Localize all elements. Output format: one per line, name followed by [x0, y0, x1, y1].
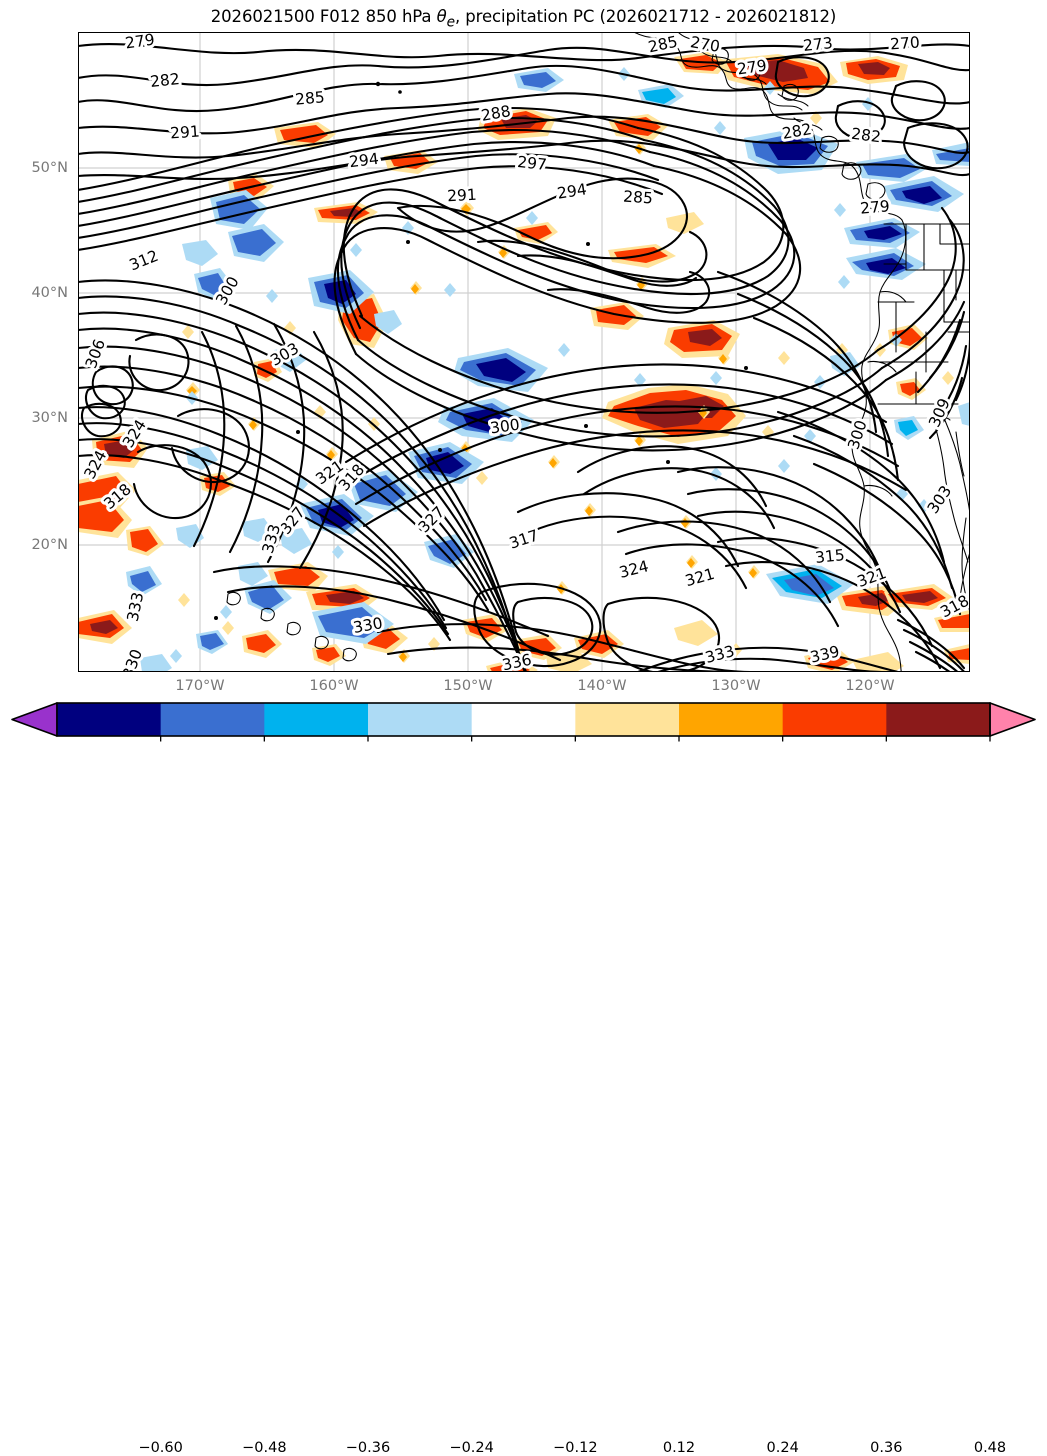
precip-negative-patches	[126, 67, 970, 672]
contour-label: 282	[781, 120, 813, 143]
colorbar-extend-max	[989, 702, 1036, 737]
colorbar-tick-label: 0.12	[662, 1440, 696, 1456]
lon-tick-label: 140°W	[577, 678, 627, 694]
title-theta-symbol: θ	[436, 7, 447, 26]
colorbar-swatch[interactable]	[679, 703, 784, 736]
colorbar-swatch[interactable]	[160, 703, 265, 736]
contour-label: 270	[890, 33, 921, 53]
coastlines-and-borders	[214, 32, 970, 672]
contour-label: 288	[480, 102, 512, 125]
lon-tick-label: 120°W	[845, 678, 895, 694]
lat-tick-label: 30°N	[31, 410, 68, 426]
contour-label: 285	[647, 33, 680, 57]
contour-label: 285	[294, 88, 325, 109]
contour-label: 297	[516, 153, 547, 174]
lat-tick-label: 20°N	[31, 537, 68, 553]
colorbar-swatch[interactable]	[886, 703, 991, 736]
colorbar-tick-label: −0.36	[345, 1440, 391, 1456]
contour-label: 279	[736, 57, 768, 79]
colorbar-swatch[interactable]	[471, 703, 576, 736]
contour-label: 291	[447, 186, 477, 206]
colorbar-tick-label: 0.24	[766, 1440, 799, 1456]
contour-label: 333	[124, 591, 148, 624]
colorbar-swatch[interactable]	[264, 703, 369, 736]
colorbar-tick-label: 0.48	[973, 1440, 1007, 1456]
colorbar-tick-label: −0.60	[138, 1440, 183, 1456]
contour-label: 336	[501, 651, 534, 672]
contour-label: 279	[124, 32, 156, 52]
contour-label: 279	[859, 197, 890, 218]
theta-e-contours	[78, 43, 970, 672]
contour-label: 282	[149, 70, 180, 91]
lon-tick-label: 160°W	[309, 678, 359, 694]
colorbar-tick-label: −0.24	[449, 1440, 494, 1456]
colorbar-swatch[interactable]	[57, 703, 162, 736]
colorbar-outline	[56, 702, 991, 737]
lon-tick-label: 150°W	[443, 678, 493, 694]
contour-label: 291	[170, 122, 201, 142]
colorbar-tick-label: −0.48	[242, 1440, 287, 1456]
contour-label: 315	[814, 546, 845, 567]
colorbar-swatch[interactable]	[575, 703, 680, 736]
lat-tick-label: 50°N	[31, 160, 68, 176]
colorbar-swatch[interactable]	[368, 703, 473, 736]
title-theta-subscript: e	[446, 14, 455, 31]
figure-canvas: 2026021500 F012 850 hPa θe, precipitatio…	[0, 7, 1047, 1456]
map-plot-area[interactable]: 279 279 282 282 291 291 288 288 285 285 294 294 291 2…	[78, 32, 970, 672]
lat-tick-label: 40°N	[31, 285, 68, 301]
colorbar-tick-label: 0.36	[870, 1440, 903, 1456]
contour-label: 282	[850, 125, 882, 146]
contour-label: 285	[623, 187, 654, 207]
map-svg: 2792792822822912912882882852852942942912…	[78, 32, 970, 672]
contour-label: 330	[352, 614, 384, 637]
title-suffix: , precipitation PC (2026021712 - 2026021…	[454, 7, 837, 26]
contour-label: 273	[802, 34, 833, 55]
lon-tick-label: 130°W	[711, 678, 761, 694]
contour-label-halo: 294	[348, 150, 380, 171]
title-prefix: 2026021500 F012 850 hPa	[210, 7, 437, 26]
contour-label: 270	[689, 33, 721, 56]
colorbar-swatch[interactable]	[782, 703, 887, 736]
colorbar-swatches[interactable]	[0, 700, 1047, 742]
contour-label: 294	[348, 150, 380, 171]
lon-tick-label: 170°W	[175, 678, 225, 694]
contour-label: 300	[489, 416, 521, 438]
colorbar-extend-min	[11, 702, 58, 737]
page-title: 2026021500 F012 850 hPa θe, precipitatio…	[0, 7, 1047, 30]
colorbar-tick-label: −0.12	[553, 1440, 598, 1456]
contour-label: 294	[556, 180, 588, 202]
contour-label-halo: 291	[447, 186, 477, 206]
colorbar[interactable]: −0.60 −0.48 −0.36 −0.24 −0.12 0.12 0.24 0.36 0.4…	[0, 700, 1047, 1456]
